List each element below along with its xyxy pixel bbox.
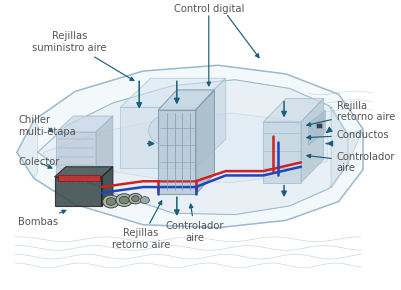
- Polygon shape: [96, 116, 113, 181]
- Polygon shape: [17, 120, 38, 178]
- Polygon shape: [58, 175, 99, 181]
- Text: Chiller
multi-etapa: Chiller multi-etapa: [18, 115, 76, 137]
- Polygon shape: [315, 123, 321, 128]
- Text: Colector: Colector: [18, 157, 59, 168]
- Polygon shape: [56, 132, 96, 181]
- Polygon shape: [120, 78, 225, 107]
- Circle shape: [102, 195, 119, 208]
- Polygon shape: [55, 167, 113, 177]
- Polygon shape: [330, 106, 362, 188]
- Polygon shape: [195, 78, 225, 168]
- Polygon shape: [43, 113, 326, 183]
- Text: Controlador
aire: Controlador aire: [306, 152, 394, 173]
- Text: Rejilla
retorno aire: Rejilla retorno aire: [306, 101, 394, 126]
- Polygon shape: [158, 110, 195, 194]
- Polygon shape: [195, 90, 214, 194]
- Polygon shape: [308, 110, 325, 145]
- Polygon shape: [55, 177, 101, 206]
- Polygon shape: [158, 90, 214, 110]
- Text: Controlador
aire: Controlador aire: [165, 204, 224, 243]
- Circle shape: [140, 197, 149, 204]
- Circle shape: [128, 193, 142, 204]
- Text: Bombas: Bombas: [18, 210, 66, 227]
- Polygon shape: [300, 99, 323, 183]
- Polygon shape: [56, 116, 113, 132]
- Text: Rejillas
suministro aire: Rejillas suministro aire: [32, 31, 134, 81]
- Polygon shape: [101, 167, 113, 206]
- Circle shape: [106, 198, 115, 205]
- Polygon shape: [263, 122, 300, 183]
- Circle shape: [132, 196, 139, 202]
- Text: Conductos: Conductos: [306, 130, 388, 140]
- Circle shape: [115, 194, 132, 206]
- Text: Control digital: Control digital: [173, 4, 243, 14]
- Circle shape: [148, 115, 190, 146]
- Polygon shape: [38, 80, 347, 215]
- Text: Rejillas
retorno aire: Rejillas retorno aire: [111, 201, 170, 250]
- Polygon shape: [120, 107, 195, 168]
- Polygon shape: [17, 65, 362, 228]
- Circle shape: [119, 196, 129, 204]
- Polygon shape: [263, 99, 323, 122]
